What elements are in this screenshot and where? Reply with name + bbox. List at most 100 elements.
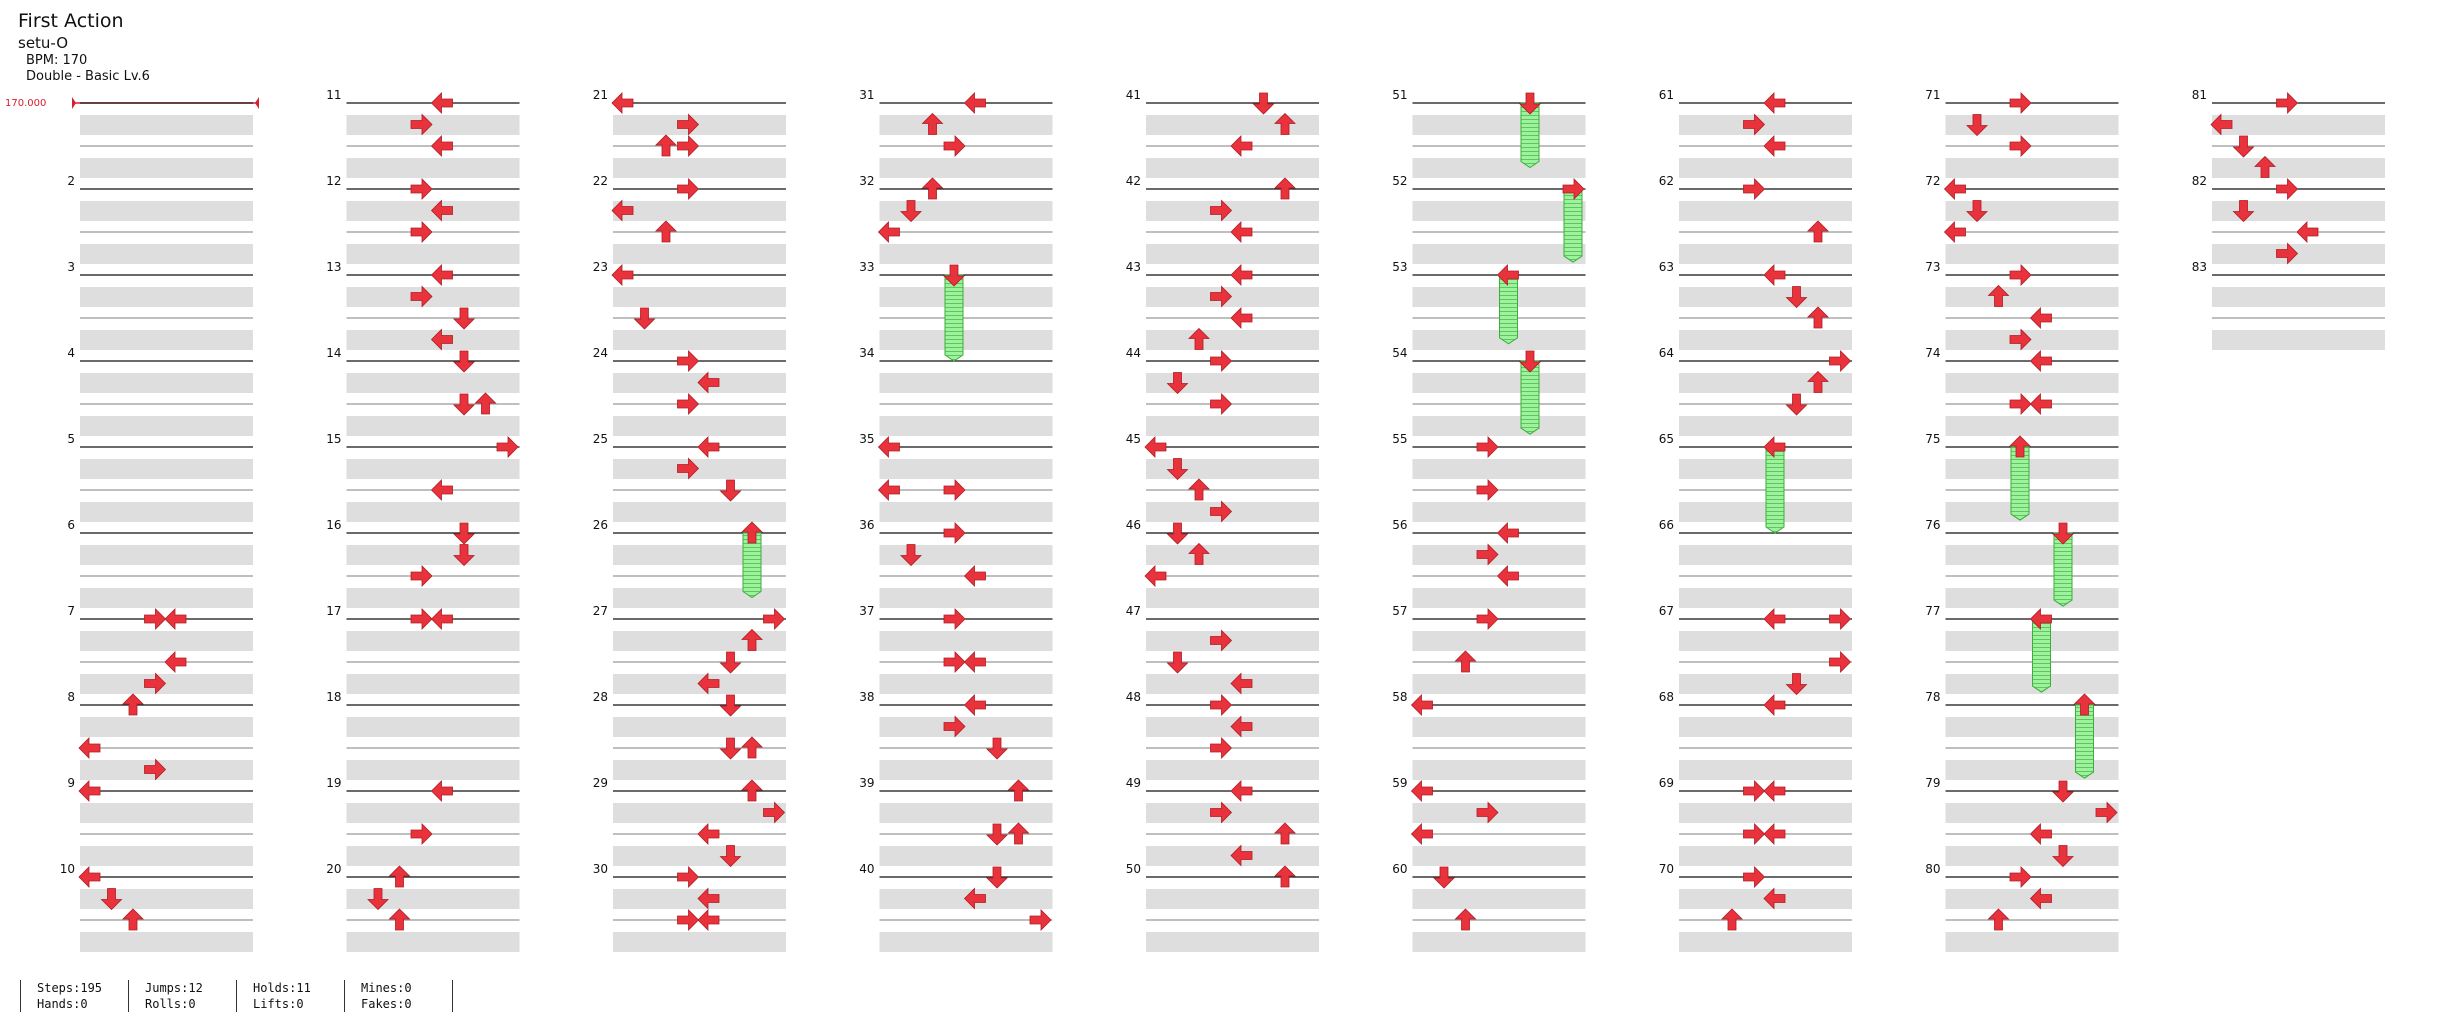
measure: 32 <box>859 174 1053 264</box>
step-arrow-down <box>1166 522 1189 545</box>
beat-band <box>879 330 1053 350</box>
measure-number: 4 <box>67 346 75 360</box>
step-arrow-left <box>611 264 634 286</box>
beat-band <box>879 244 1053 264</box>
beat-band <box>1146 373 1319 393</box>
step-arrow-left <box>2029 350 2052 372</box>
step-arrow-right <box>1476 543 1499 566</box>
measure-number: 81 <box>2192 88 2207 102</box>
step-arrow-left <box>697 436 720 458</box>
step-arrow-up <box>388 865 411 888</box>
step-arrow-right <box>1476 801 1499 824</box>
measure: 6 <box>67 518 253 608</box>
step-arrow-left <box>2029 887 2052 910</box>
beat-band <box>879 201 1053 221</box>
step-arrow-left <box>1763 135 1786 157</box>
step-arrow-right <box>677 350 700 372</box>
measure-number: 28 <box>593 690 608 704</box>
measure: 62 <box>1659 174 1852 264</box>
measure: 63 <box>1659 260 1852 350</box>
measure-number: 56 <box>1392 518 1407 532</box>
step-arrow-left <box>963 565 986 587</box>
beat-band <box>613 760 786 780</box>
step-arrow-up <box>741 521 763 544</box>
beat-band <box>2212 115 2385 135</box>
beat-band <box>879 717 1053 737</box>
step-arrow-left <box>1230 780 1253 802</box>
stat-value: Steps:195 <box>37 981 103 995</box>
beat-band <box>1679 631 1852 651</box>
measure: 83 <box>2192 260 2385 350</box>
beat-band <box>80 416 253 436</box>
beat-band <box>1146 287 1319 307</box>
beat-band <box>346 416 520 436</box>
step-arrow-left <box>164 651 187 673</box>
measure: 77 <box>1925 604 2119 694</box>
step-arrow-up <box>1987 908 2010 931</box>
measure-number: 37 <box>859 604 874 618</box>
step-arrow-right <box>1743 823 1766 845</box>
step-arrow-down <box>986 866 1008 889</box>
step-arrow-down <box>1252 92 1275 115</box>
beat-band <box>346 287 520 307</box>
step-arrow-left <box>1230 307 1253 329</box>
step-arrow-left <box>2210 113 2233 136</box>
measure-number: 47 <box>1126 604 1141 618</box>
hold-note <box>1520 360 1540 435</box>
measure-number: 74 <box>1925 346 1940 360</box>
step-arrow-left <box>1763 823 1786 845</box>
beat-band <box>2212 287 2385 307</box>
step-arrow-left <box>1410 694 1433 716</box>
beat-band <box>1945 244 2119 264</box>
step-arrow-left <box>963 92 986 114</box>
measure: 76 <box>1925 518 2119 608</box>
measure-number: 44 <box>1126 346 1141 360</box>
step-arrow-up <box>1807 220 1829 243</box>
measure-number: 7 <box>67 604 75 618</box>
beat-band <box>1146 459 1319 479</box>
measure-number: 72 <box>1925 174 1940 188</box>
beat-band <box>346 158 520 178</box>
step-arrow-right <box>410 823 433 845</box>
beat-band <box>346 459 520 479</box>
measure-number: 69 <box>1659 776 1674 790</box>
measure: 59 <box>1392 776 1586 866</box>
measure-number: 26 <box>593 518 608 532</box>
step-arrow-right <box>1476 608 1499 630</box>
step-arrow-down <box>986 737 1008 760</box>
beat-band <box>1412 158 1586 178</box>
measure: 58 <box>1392 690 1586 780</box>
step-arrow-right <box>2009 328 2032 351</box>
beat-band <box>1679 244 1852 264</box>
step-arrow-up <box>1188 542 1210 565</box>
measure: 66 <box>1659 518 1852 608</box>
stat-value: Lifts:0 <box>253 997 304 1011</box>
measure-number: 25 <box>593 432 608 446</box>
step-arrow-left <box>1230 715 1253 738</box>
step-arrow-left <box>963 651 986 673</box>
beat-band <box>1945 932 2119 952</box>
beat-band <box>1679 201 1852 221</box>
beat-band <box>613 201 786 221</box>
measure-number: 2 <box>67 174 75 188</box>
step-arrow-up <box>1007 779 1030 802</box>
step-arrow-down <box>633 307 656 330</box>
step-arrow-left <box>1763 436 1786 458</box>
measure-number: 14 <box>326 346 341 360</box>
beat-band <box>879 588 1053 608</box>
beat-band <box>80 846 253 866</box>
beat-band <box>879 674 1053 694</box>
beat-band <box>346 588 520 608</box>
measure-number: 57 <box>1392 604 1407 618</box>
measure-number: 29 <box>593 776 608 790</box>
measure-number: 8 <box>67 690 75 704</box>
beat-band <box>346 545 520 565</box>
measure: 4 <box>67 346 253 436</box>
measure: 34 <box>859 346 1053 436</box>
step-arrow-up <box>1987 284 2010 307</box>
beat-band <box>1945 803 2119 823</box>
measure: 16 <box>326 518 520 608</box>
hold-note <box>1520 102 1540 169</box>
beat-band <box>80 459 253 479</box>
step-arrow-down <box>2052 845 2074 868</box>
